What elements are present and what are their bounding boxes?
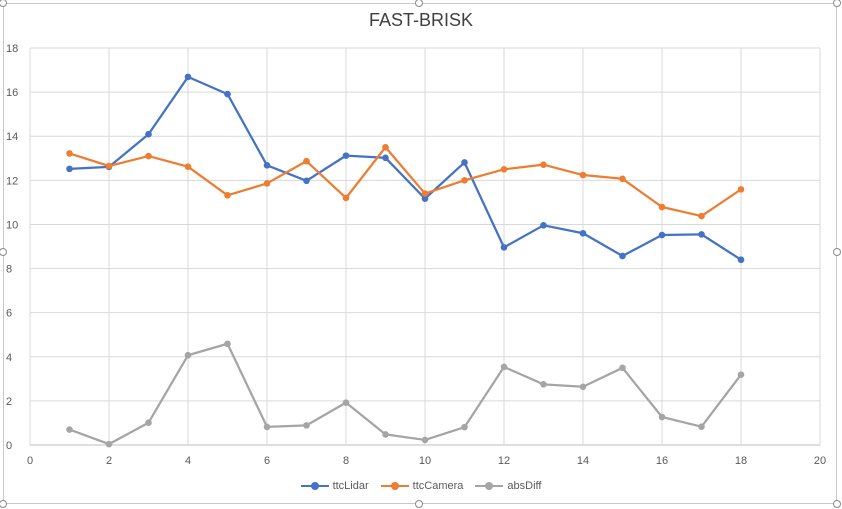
y-tick-label: 0 [6,440,12,452]
data-point-ttcLidar [579,229,587,237]
data-point-ttcCamera [540,161,547,168]
x-tick-label: 0 [27,455,33,467]
data-point-ttcCamera [382,143,389,151]
data-point-ttcCamera [224,192,231,199]
data-point-ttcCamera [698,212,705,220]
x-tick-label: 8 [343,455,349,467]
resize-handle-bottom-center[interactable] [415,500,423,508]
x-tick-label: 16 [656,455,668,467]
resize-handle-bottom-right[interactable] [833,500,841,508]
data-point-absDiff [737,371,745,378]
data-point-ttcCamera [184,163,192,170]
data-point-ttcCamera [105,162,113,170]
resize-handle-middle-right[interactable] [833,248,841,256]
data-point-ttcLidar [737,256,745,264]
data-point-absDiff [619,364,626,372]
legend-swatch [475,482,504,490]
data-point-absDiff [303,422,310,429]
resize-handle-top-left[interactable] [0,0,7,7]
data-point-ttcLidar [619,252,626,260]
data-point-absDiff [540,381,547,388]
data-point-ttcLidar [698,231,705,238]
legend-swatch [380,482,409,490]
y-tick-label: 2 [6,396,12,408]
data-point-ttcLidar [303,177,310,185]
x-tick-label: 12 [498,455,510,467]
data-point-ttcLidar [66,165,73,173]
data-point-ttcLidar [263,162,271,169]
legend-label: ttcCamera [412,480,464,492]
y-tick-label: 6 [6,308,12,320]
data-point-absDiff [500,363,508,371]
data-point-absDiff [184,351,192,359]
data-point-absDiff [461,423,468,431]
data-point-ttcLidar [224,90,231,98]
y-tick-label: 10 [6,219,18,231]
legend-label: absDiff [507,480,542,492]
data-point-absDiff [579,383,587,391]
x-tick-label: 20 [814,455,826,467]
x-tick-label: 10 [419,455,431,467]
data-point-ttcLidar [658,231,666,239]
legend-swatch [300,482,329,490]
legend-label: ttcLidar [332,480,369,492]
data-point-ttcCamera [342,194,350,202]
data-point-ttcLidar [500,244,508,251]
data-point-ttcCamera [145,152,152,160]
resize-handle-top-right[interactable] [833,0,841,7]
series-line-ttcCamera [69,146,742,218]
data-point-absDiff [66,426,73,433]
data-point-absDiff [421,436,429,444]
y-tick-label: 16 [6,87,18,99]
legend-item-ttcLidar: ttcLidar [300,480,369,492]
data-point-ttcLidar [421,195,429,202]
legend-item-ttcCamera: ttcCamera [380,480,464,492]
chart-title: FAST-BRISK [368,10,474,30]
series-line-ttcLidar [69,75,742,261]
resize-handle-top-center[interactable] [415,0,423,7]
data-point-absDiff [342,399,350,406]
data-point-absDiff [105,440,113,448]
data-point-ttcLidar [540,222,547,229]
data-point-ttcLidar [145,130,152,138]
resize-handle-middle-left[interactable] [0,248,7,256]
data-point-ttcCamera [66,150,73,157]
legend: ttcLidar ttcCamera absDiff [0,480,842,493]
data-point-ttcCamera [421,190,429,197]
x-tick-label: 4 [185,455,191,467]
data-point-ttcCamera [737,186,745,193]
data-point-absDiff [382,431,389,438]
data-point-ttcCamera [500,166,508,173]
x-tick-label: 6 [264,455,270,467]
data-point-ttcCamera [263,180,271,187]
y-tick-label: 8 [6,264,12,276]
data-point-ttcLidar [461,159,468,166]
y-tick-label: 18 [6,43,18,55]
data-point-ttcCamera [619,175,626,183]
data-point-ttcLidar [184,73,192,81]
data-point-absDiff [658,413,666,421]
data-point-ttcLidar [382,154,389,162]
data-point-absDiff [263,423,271,431]
y-tick-label: 12 [6,175,18,187]
data-point-ttcLidar [342,152,350,159]
x-tick-label: 14 [577,455,589,467]
data-point-ttcCamera [579,171,587,179]
data-point-absDiff [145,419,152,427]
x-tick-label: 18 [735,455,747,467]
legend-item-absDiff: absDiff [475,480,541,492]
data-point-ttcCamera [461,177,468,184]
y-tick-label: 4 [6,352,12,364]
data-point-ttcCamera [658,203,666,211]
data-point-absDiff [698,423,705,430]
y-tick-label: 14 [6,131,18,143]
series-line-absDiff [69,342,742,446]
x-tick-label: 2 [106,455,112,467]
data-point-ttcCamera [303,157,310,165]
resize-handle-bottom-left[interactable] [0,500,7,508]
data-point-absDiff [224,340,231,348]
